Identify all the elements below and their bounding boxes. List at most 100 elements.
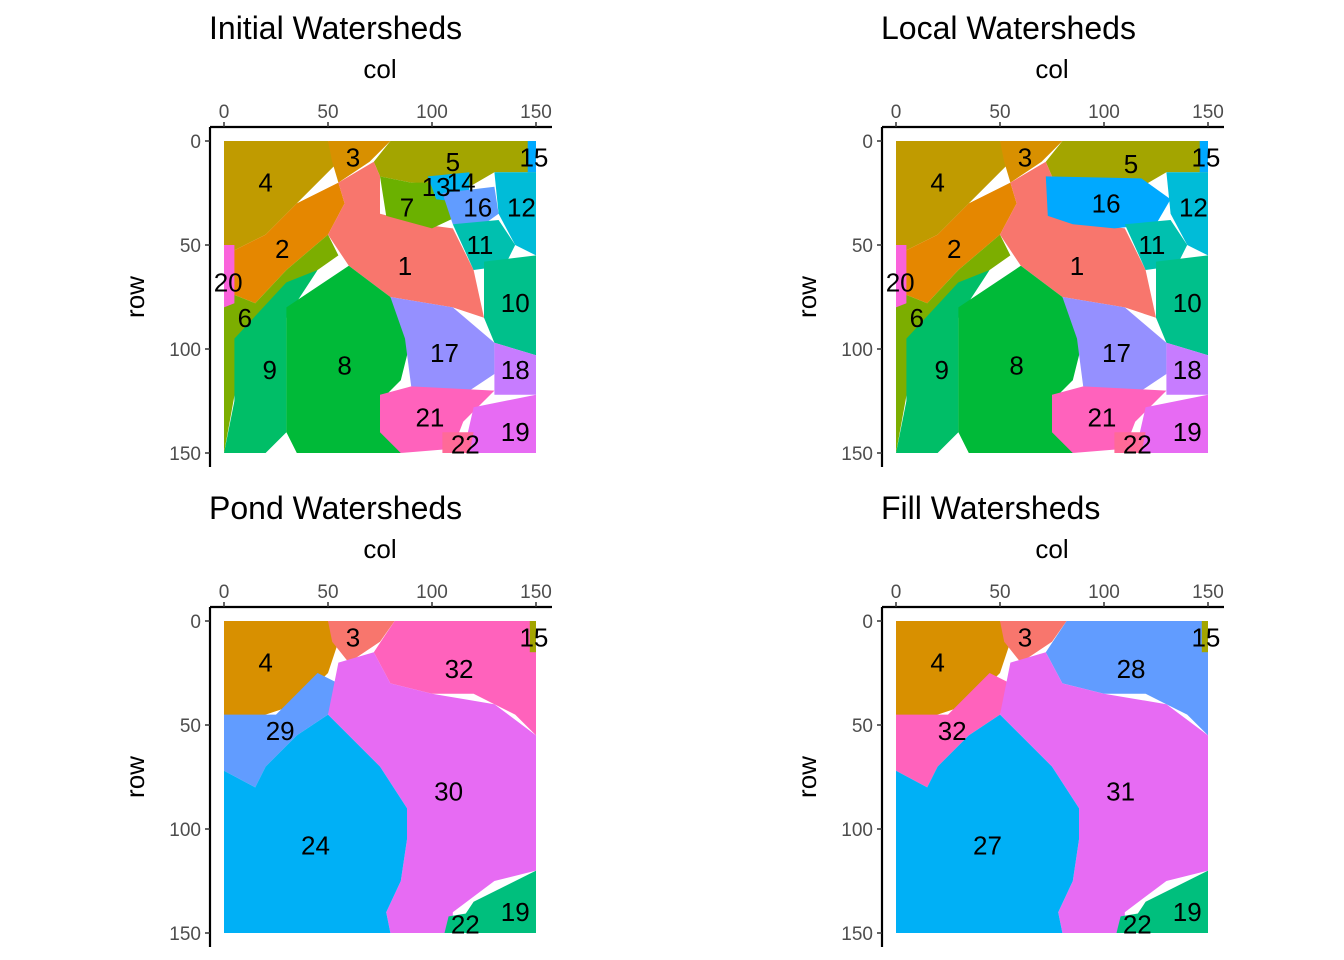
y-tick-label: 150 xyxy=(169,924,201,945)
x-tick-label: 100 xyxy=(1088,582,1120,603)
x-tick-label: 100 xyxy=(416,102,448,123)
region-label-2: 2 xyxy=(275,234,289,264)
region-label-10: 10 xyxy=(1173,288,1202,318)
panel-title: Initial Watersheds xyxy=(209,10,462,46)
watershed-region-17 xyxy=(390,297,495,395)
region-label-3: 3 xyxy=(1018,623,1032,653)
watershed-region-11 xyxy=(452,220,516,270)
region-label-21: 21 xyxy=(415,403,444,433)
y-tick-label: 50 xyxy=(852,236,873,257)
region-label-10: 10 xyxy=(501,288,530,318)
region-label-20: 20 xyxy=(886,267,915,297)
panel-1: 0 50 100 150 0 50 100 150 col row Initial Watershe… xyxy=(120,10,552,467)
watershed-region-12 xyxy=(494,172,536,256)
watershed-region-19 xyxy=(452,870,536,933)
watershed-region-22 xyxy=(1116,912,1146,933)
watershed-region-5 xyxy=(1045,141,1208,187)
region-label-6: 6 xyxy=(238,303,252,333)
y-tick-label: 100 xyxy=(841,340,873,361)
panel-2: 0 50 100 150 0 50 100 150 col row Local Watersheds… xyxy=(792,10,1224,467)
watershed-region-19 xyxy=(1135,394,1208,453)
region-label-22: 22 xyxy=(451,910,480,940)
watershed-region-24 xyxy=(224,714,407,933)
watershed-region-22 xyxy=(1114,432,1146,453)
x-tick-label: 150 xyxy=(1192,582,1224,603)
region-label-32: 32 xyxy=(445,654,474,684)
region-label-17: 17 xyxy=(1102,338,1131,368)
region-label-9: 9 xyxy=(935,355,949,385)
watershed-region-17 xyxy=(1062,297,1167,395)
watershed-region-27 xyxy=(896,714,1079,933)
watershed-region-19 xyxy=(1124,870,1208,933)
y-axis-title: row xyxy=(120,276,150,318)
x-axis-title: col xyxy=(1035,54,1068,84)
region-label-24: 24 xyxy=(301,831,330,861)
x-tick-label: 50 xyxy=(989,102,1010,123)
watershed-region-4 xyxy=(224,621,339,736)
region-label-19: 19 xyxy=(501,897,530,927)
region-label-16: 16 xyxy=(1092,188,1121,218)
watershed-region-3 xyxy=(328,141,391,183)
region-label-29: 29 xyxy=(266,716,295,746)
region-label-1: 1 xyxy=(398,251,412,281)
watershed-region-2 xyxy=(224,182,345,304)
watershed-region-16 xyxy=(1045,176,1171,229)
watershed-region-31 xyxy=(1000,652,1208,933)
region-label-12: 12 xyxy=(1179,193,1208,223)
x-tick-label: 50 xyxy=(317,582,338,603)
region-label-3: 3 xyxy=(1018,143,1032,173)
y-tick-label: 50 xyxy=(180,236,201,257)
watershed-region-18 xyxy=(1166,342,1208,395)
region-label-4: 4 xyxy=(258,648,272,678)
region-label-11: 11 xyxy=(466,230,493,260)
panel-4: 0 50 100 150 0 50 100 150 col row Fill Watersheds 3… xyxy=(792,490,1224,947)
watershed-region-4 xyxy=(896,141,1011,256)
watershed-region-21 xyxy=(1052,386,1167,453)
panel-title: Local Watersheds xyxy=(881,10,1136,46)
y-axis-title: row xyxy=(120,756,150,798)
panel-3: 0 50 100 150 0 50 100 150 col row Pond Watersheds 3… xyxy=(120,490,552,947)
watershed-region-30 xyxy=(328,652,536,933)
x-tick-label: 50 xyxy=(317,102,338,123)
watershed-region-28 xyxy=(1045,621,1208,736)
region-label-27: 27 xyxy=(973,831,1002,861)
region-label-32: 32 xyxy=(938,716,967,746)
x-axis-title: col xyxy=(363,54,396,84)
region-label-5: 5 xyxy=(446,147,460,177)
watershed-region-4 xyxy=(224,141,339,256)
region-label-22: 22 xyxy=(1123,910,1152,940)
region-label-6: 6 xyxy=(910,303,924,333)
watershed-region-15 xyxy=(527,141,536,173)
x-tick-label: 150 xyxy=(1192,102,1224,123)
watershed-region-32 xyxy=(373,621,536,736)
y-tick-label: 0 xyxy=(190,132,201,153)
y-tick-label: 50 xyxy=(852,716,873,737)
region-label-13: 13 xyxy=(422,172,451,202)
watershed-region-22 xyxy=(444,912,474,933)
region-label-18: 18 xyxy=(501,355,530,385)
x-axis-title: col xyxy=(1035,534,1068,564)
y-axis-title: row xyxy=(792,276,822,318)
region-label-4: 4 xyxy=(930,168,944,198)
panel-title: Pond Watersheds xyxy=(209,490,462,526)
watershed-region-1 xyxy=(328,161,484,318)
watershed-region-15 xyxy=(1199,141,1208,173)
region-label-19: 19 xyxy=(501,417,530,447)
region-label-11: 11 xyxy=(1138,230,1165,260)
x-tick-label: 50 xyxy=(989,582,1010,603)
y-tick-label: 150 xyxy=(169,444,201,465)
watershed-region-3 xyxy=(1000,141,1063,183)
x-tick-label: 0 xyxy=(219,102,230,123)
watershed-region-3 xyxy=(1000,621,1067,663)
y-axis-title: row xyxy=(792,756,822,798)
y-tick-label: 100 xyxy=(169,340,201,361)
watershed-region-29 xyxy=(224,673,339,788)
region-label-19: 19 xyxy=(1173,417,1202,447)
x-axis-title: col xyxy=(363,534,396,564)
region-label-15: 15 xyxy=(1191,623,1220,653)
region-label-20: 20 xyxy=(214,267,243,297)
watershed-region-3 xyxy=(328,621,395,663)
region-label-22: 22 xyxy=(451,430,480,460)
region-label-18: 18 xyxy=(1173,355,1202,385)
